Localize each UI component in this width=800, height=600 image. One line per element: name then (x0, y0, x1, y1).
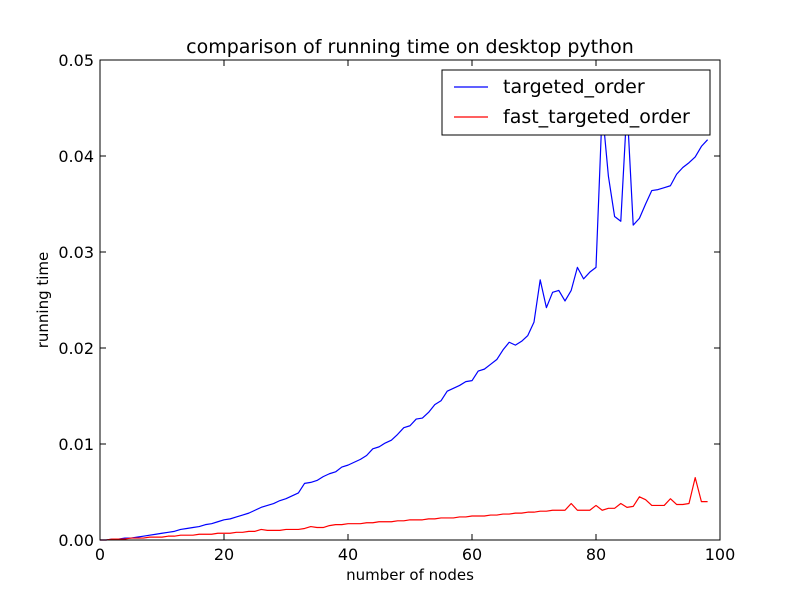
y-tick-label: 0.04 (58, 147, 94, 166)
x-axis-label: number of nodes (346, 566, 474, 584)
y-tick-label: 0.00 (58, 531, 94, 550)
x-tick-label: 0 (95, 545, 105, 564)
legend-label-targeted-order: targeted_order (503, 76, 645, 98)
y-tick-label: 0.05 (58, 51, 94, 70)
y-tick-label: 0.01 (58, 435, 94, 454)
x-tick-label: 60 (462, 545, 482, 564)
legend-box (441, 69, 711, 136)
y-tick-label: 0.02 (58, 339, 94, 358)
plot-frame (99, 59, 721, 541)
series-layer (100, 105, 709, 541)
series-line-targeted-order (100, 105, 709, 541)
ticks-layer: 0 20 40 60 80 100 0.00 0.01 0.02 0.03 0.04 0.05 (58, 51, 735, 564)
plot-area (100, 60, 720, 540)
x-tick-label: 20 (214, 545, 234, 564)
x-tick-label: 100 (705, 545, 736, 564)
legend-label-fast-targeted-order: fast_targeted_order (503, 106, 690, 128)
x-tick-label: 40 (338, 545, 358, 564)
x-tick-label: 80 (586, 545, 606, 564)
chart-title: comparison of running time on desktop py… (186, 36, 634, 58)
y-axis-label: running time (34, 252, 52, 349)
y-tick-label: 0.03 (58, 243, 94, 262)
series-line-fast-targeted-order (100, 477, 708, 541)
legend: targeted_order fast_targeted_order (441, 69, 711, 136)
